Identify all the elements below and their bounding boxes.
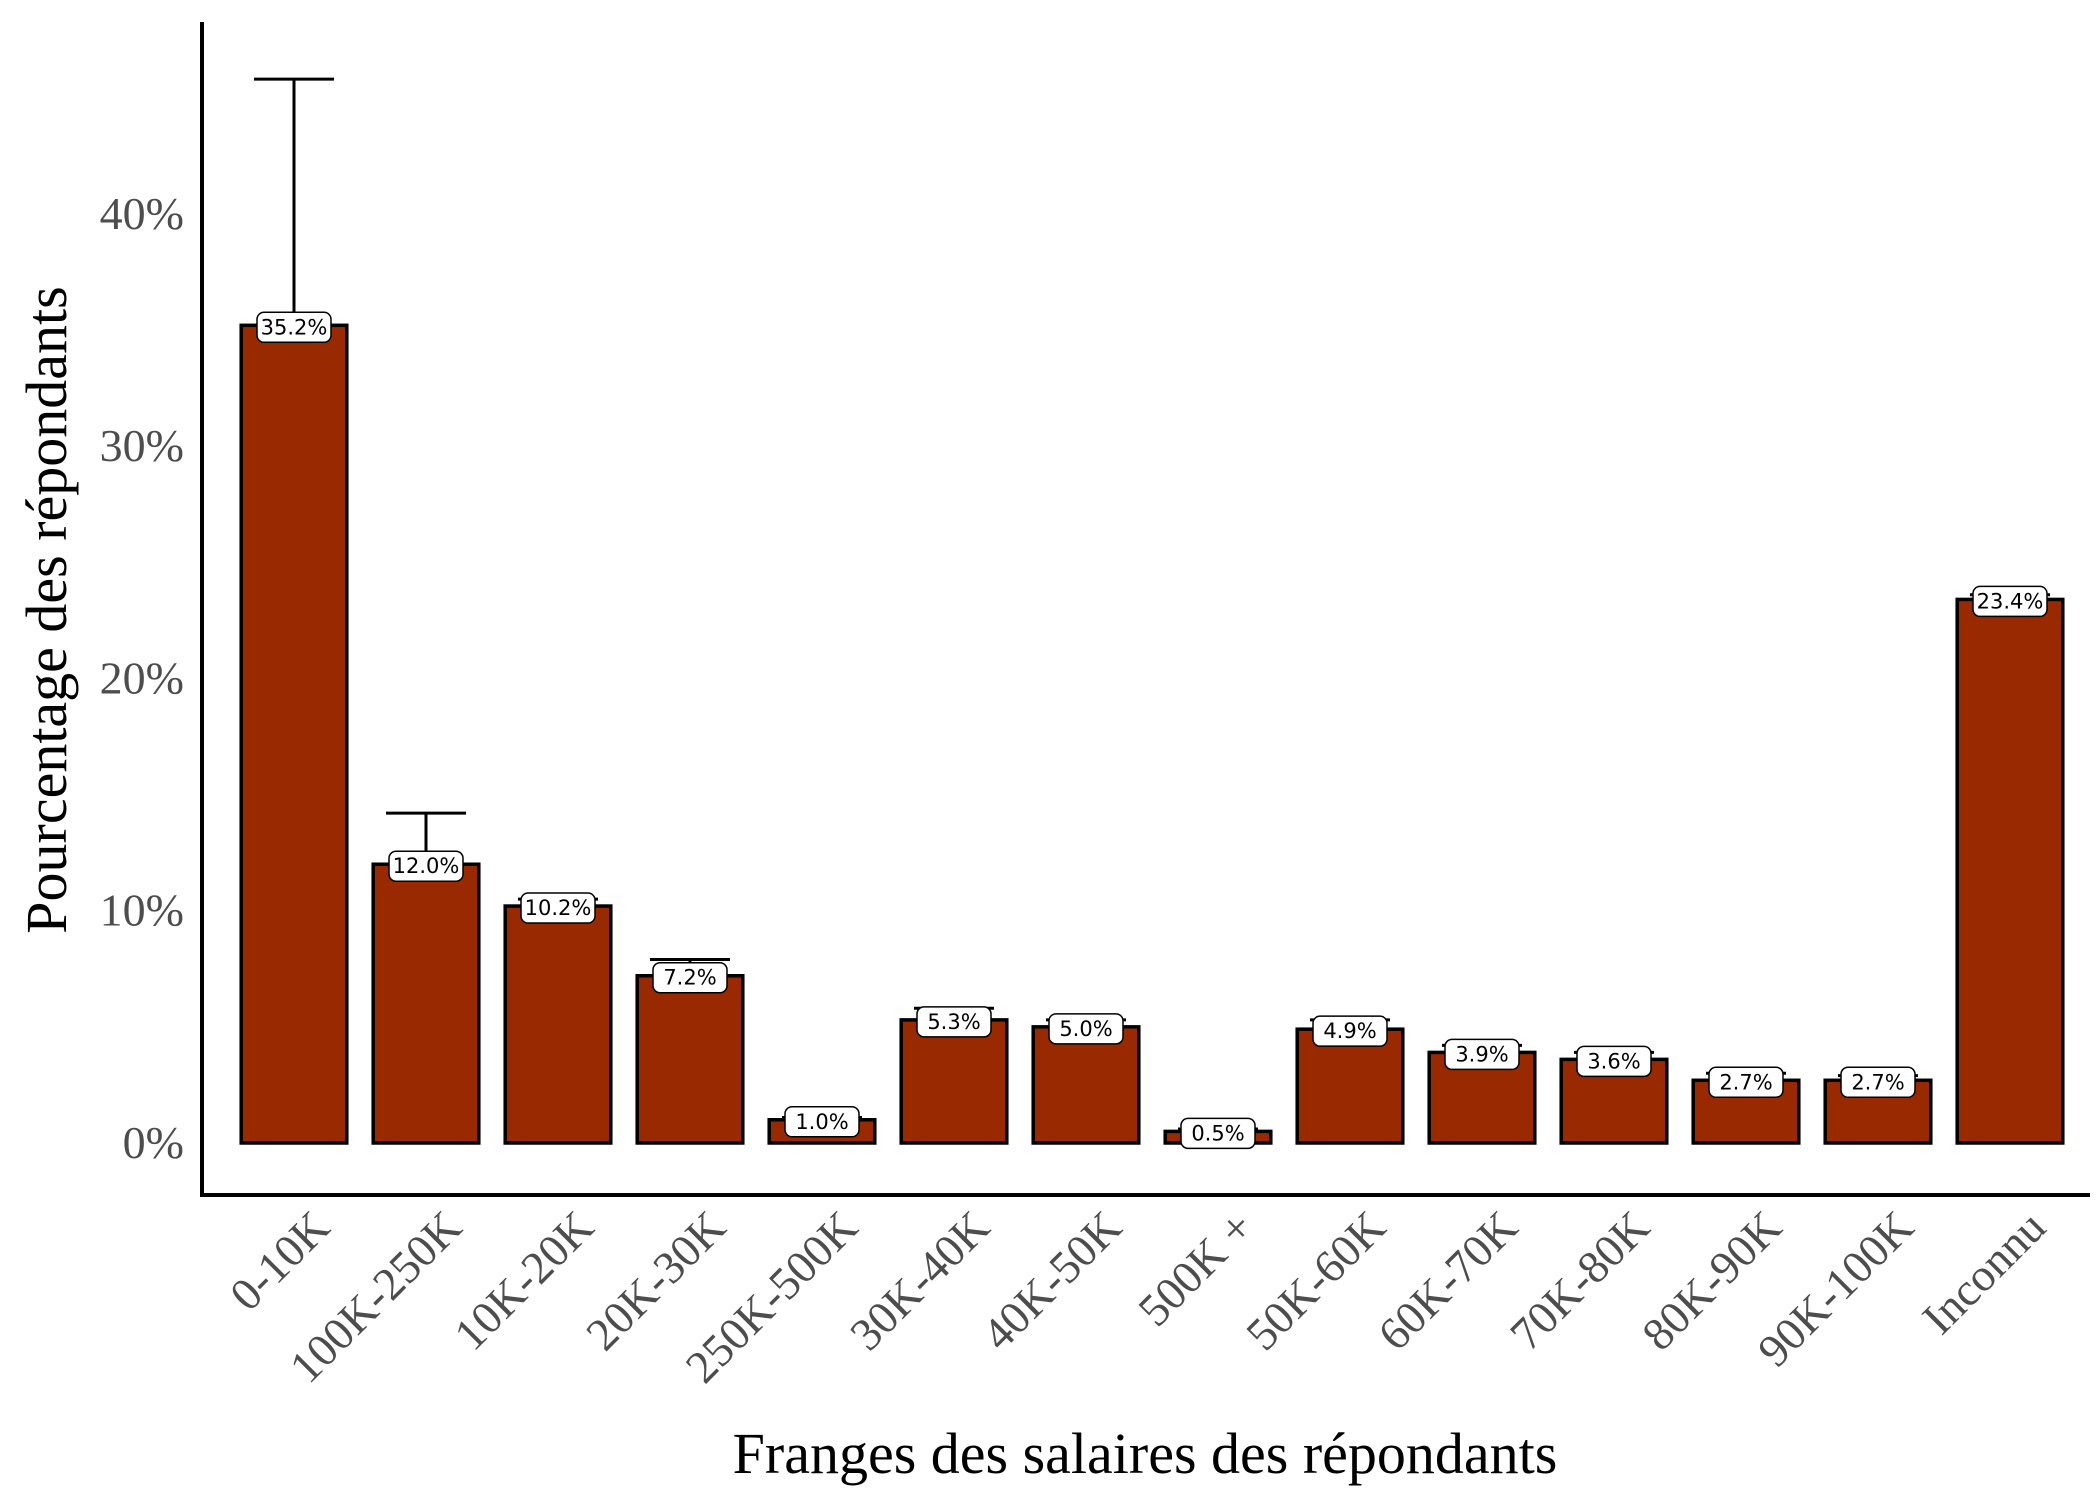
y-tick-1: 10% xyxy=(100,885,184,936)
data-labels-layer: 35.2% 12.0% 10.2% 7.2% 1.0% 5.3% 5.0% 0.5% 4.9% 3… xyxy=(256,311,2048,1150)
data-label-13: 23.4% xyxy=(1972,585,2048,618)
x-tick-8: 50K-60K xyxy=(1236,1201,1395,1360)
x-tick-5: 30K-40K xyxy=(840,1201,999,1360)
bar-2 xyxy=(503,904,613,1145)
x-tick-7: 500K + xyxy=(1128,1201,1263,1336)
svg-text:40K-50K: 40K-50K xyxy=(972,1201,1131,1360)
data-label-7: 0.5% xyxy=(1180,1117,1256,1150)
y-tick-0: 0% xyxy=(123,1117,184,1168)
y-tick-4: 40% xyxy=(100,188,184,239)
data-label-12: 2.7% xyxy=(1840,1066,1916,1099)
y-tick-2: 20% xyxy=(100,652,184,703)
svg-text:23.4%: 23.4% xyxy=(1977,589,2044,613)
y-axis-title: Pourcentage des répondants xyxy=(14,286,79,933)
svg-text:5.3%: 5.3% xyxy=(927,1010,980,1034)
svg-text:500K +: 500K + xyxy=(1128,1201,1263,1336)
x-tick-13: Inconnu xyxy=(1912,1201,2055,1344)
svg-text:3.9%: 3.9% xyxy=(1455,1042,1508,1066)
data-label-1: 12.0% xyxy=(388,850,464,882)
data-label-4: 1.0% xyxy=(784,1106,860,1138)
data-label-10: 3.6% xyxy=(1576,1045,1652,1078)
svg-text:20%: 20% xyxy=(100,652,184,703)
svg-text:1.0%: 1.0% xyxy=(795,1110,848,1134)
y-tick-3: 30% xyxy=(100,420,184,471)
svg-text:10K-20K: 10K-20K xyxy=(444,1201,603,1360)
bar-6 xyxy=(1031,1025,1141,1145)
data-label-8: 4.9% xyxy=(1312,1015,1388,1047)
svg-text:10.2%: 10.2% xyxy=(525,896,592,920)
svg-text:2.7%: 2.7% xyxy=(1851,1070,1904,1094)
svg-text:10%: 10% xyxy=(100,885,184,936)
svg-text:3.6%: 3.6% xyxy=(1587,1049,1640,1073)
data-label-11: 2.7% xyxy=(1708,1066,1784,1099)
svg-text:0%: 0% xyxy=(123,1117,184,1168)
error-bar-0 xyxy=(254,77,334,326)
x-tick-0: 0-10K xyxy=(220,1201,339,1320)
svg-text:Inconnu: Inconnu xyxy=(1912,1201,2055,1344)
svg-text:60K-70K: 60K-70K xyxy=(1368,1201,1527,1360)
x-tick-6: 40K-50K xyxy=(972,1201,1131,1360)
svg-text:4.9%: 4.9% xyxy=(1323,1019,1376,1043)
data-label-0: 35.2% xyxy=(256,311,332,344)
svg-text:7.2%: 7.2% xyxy=(663,966,716,990)
svg-text:0.5%: 0.5% xyxy=(1191,1121,1244,1145)
data-label-9: 3.9% xyxy=(1444,1038,1520,1071)
bar-3 xyxy=(635,973,745,1145)
data-label-2: 10.2% xyxy=(520,892,596,924)
svg-text:50K-60K: 50K-60K xyxy=(1236,1201,1395,1360)
data-label-5: 5.3% xyxy=(916,1006,992,1038)
svg-text:12.0%: 12.0% xyxy=(393,854,460,878)
bar-13 xyxy=(1955,597,2065,1145)
x-axis-title: Franges des salaires des répondants xyxy=(733,1421,1558,1486)
svg-text:30K-40K: 30K-40K xyxy=(840,1201,999,1360)
bar-1 xyxy=(371,862,481,1145)
svg-text:70K-80K: 70K-80K xyxy=(1500,1201,1659,1360)
x-tick-9: 60K-70K xyxy=(1368,1201,1527,1360)
bar-0 xyxy=(239,323,349,1145)
data-label-6: 5.0% xyxy=(1048,1013,1124,1045)
x-tick-2: 10K-20K xyxy=(444,1201,603,1360)
bars-layer xyxy=(239,323,2065,1145)
svg-text:5.0%: 5.0% xyxy=(1059,1017,1112,1041)
svg-text:30%: 30% xyxy=(100,420,184,471)
svg-text:0-10K: 0-10K xyxy=(220,1201,339,1320)
svg-text:35.2%: 35.2% xyxy=(261,315,328,339)
svg-text:2.7%: 2.7% xyxy=(1719,1070,1772,1094)
x-axis-ticks: 0-10K100K-250K10K-20K20K-30K250K-500K30K… xyxy=(220,1201,2055,1392)
bar-5 xyxy=(899,1018,1009,1145)
svg-text:40%: 40% xyxy=(100,188,184,239)
data-label-3: 7.2% xyxy=(652,961,728,994)
x-tick-10: 70K-80K xyxy=(1500,1201,1659,1360)
y-axis-ticks: 0% 10% 20% 30% 40% xyxy=(100,188,184,1168)
